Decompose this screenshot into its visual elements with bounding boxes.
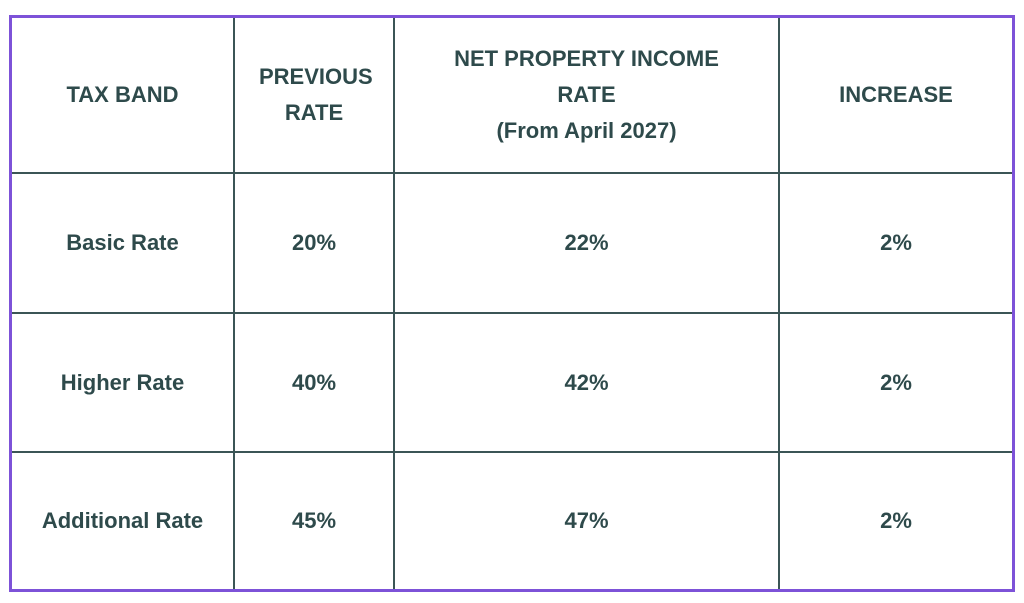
cell: 42% bbox=[393, 312, 780, 453]
cell: 47% bbox=[393, 451, 780, 589]
cell: 2% bbox=[778, 172, 1012, 314]
rate-table: TAX BAND PREVIOUS RATE NET PROPERTY INCO… bbox=[12, 18, 1012, 589]
cell: Additional Rate bbox=[12, 451, 235, 589]
header-row: TAX BAND PREVIOUS RATE NET PROPERTY INCO… bbox=[12, 18, 1012, 174]
cell: 20% bbox=[233, 172, 395, 314]
table-row: Additional Rate 45% 47% 2% bbox=[12, 451, 1012, 589]
table-frame: TAX BAND PREVIOUS RATE NET PROPERTY INCO… bbox=[9, 15, 1015, 592]
header-cell: TAX BAND bbox=[12, 18, 235, 174]
cell: 22% bbox=[393, 172, 780, 314]
header-cell: INCREASE bbox=[778, 18, 1012, 174]
header-cell: PREVIOUS RATE bbox=[233, 18, 395, 174]
table-row: Basic Rate 20% 22% 2% bbox=[12, 172, 1012, 314]
cell: 2% bbox=[778, 451, 1012, 589]
table-row: Higher Rate 40% 42% 2% bbox=[12, 312, 1012, 453]
cell: 40% bbox=[233, 312, 395, 453]
header-text: PREVIOUS RATE bbox=[259, 64, 373, 125]
cell: 2% bbox=[778, 312, 1012, 453]
cell: Higher Rate bbox=[12, 312, 235, 453]
header-cell: NET PROPERTY INCOME RATE (From April 2027… bbox=[393, 18, 780, 174]
cell: Basic Rate bbox=[12, 172, 235, 314]
header-subtext: (From April 2027) bbox=[496, 118, 677, 143]
cell: 45% bbox=[233, 451, 395, 589]
header-text: NET PROPERTY INCOME RATE bbox=[454, 46, 719, 107]
